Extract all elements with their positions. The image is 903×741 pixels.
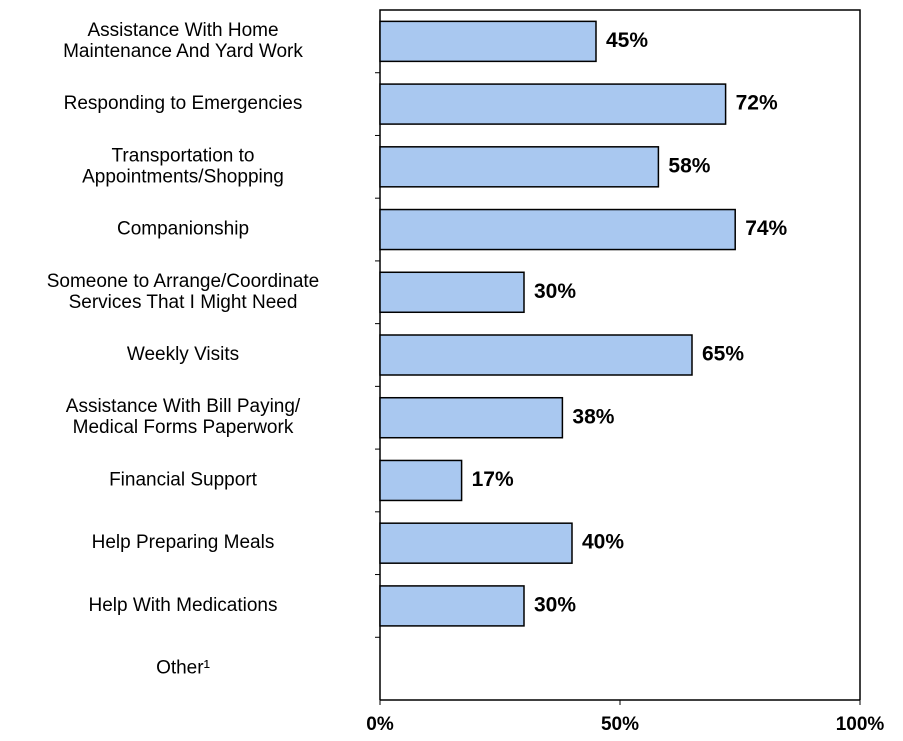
value-label: 65% [702,343,744,366]
bar [379,459,463,502]
category-label-line: Weekly Visits [127,344,239,365]
bar [379,83,727,125]
x-tick-label: 0% [366,714,394,735]
value-label: 45% [606,29,648,52]
category-label-line: Transportation to [112,145,255,166]
category-label-line: Assistance With Home [87,20,278,41]
category-label: Financial Support [109,469,258,490]
bar [379,271,525,314]
value-label: 74% [745,217,787,240]
bar [379,208,736,251]
category-label: Companionship [117,219,249,240]
category-label-line: Companionship [117,219,249,240]
category-label-line: Help With Medications [88,595,277,616]
value-label: 40% [582,531,624,554]
x-tick-label: 100% [836,714,885,735]
category-label-line: Other¹ [156,658,210,679]
category-label: Someone to Arrange/Coordinate Services Th… [47,271,320,313]
category-label-line: Assistance With Bill Paying/ [66,396,301,417]
category-label-line: Help Preparing Meals [92,532,275,553]
category-label: Other¹ [156,658,210,679]
bar [379,396,564,439]
category-label: Weekly Visits [127,344,239,365]
category-label-line: Maintenance And Yard Work [63,41,303,62]
bar [379,146,660,188]
category-label-line: Financial Support [109,469,258,490]
bar [379,585,525,627]
bar [379,522,573,564]
x-tick-label: 50% [601,714,639,735]
category-label: Responding to Emergencies [64,93,303,114]
value-label: 30% [534,593,576,616]
category-label-line: Medical Forms Paperwork [73,417,294,438]
value-label: 38% [572,405,614,428]
category-label: Help With Medications [88,595,277,616]
category-label: Assistance With Home Maintenance And Yard… [63,20,303,62]
value-label: 58% [668,154,710,177]
value-label: 72% [736,92,778,115]
category-label-line: Someone to Arrange/Coordinate [47,271,320,292]
category-label-line: Services That I Might Need [69,292,298,313]
category-label-line: Responding to Emergencies [64,93,303,114]
category-label: Transportation to Appointments/Shopping [82,145,284,187]
value-label: 30% [534,280,576,303]
category-label: Help Preparing Meals [92,532,275,553]
category-label-line: Appointments/Shopping [82,166,284,187]
bar [379,20,597,63]
category-label: Assistance With Bill Paying/Medical Form… [66,396,301,438]
value-label: 17% [472,468,514,491]
bar [379,334,693,376]
